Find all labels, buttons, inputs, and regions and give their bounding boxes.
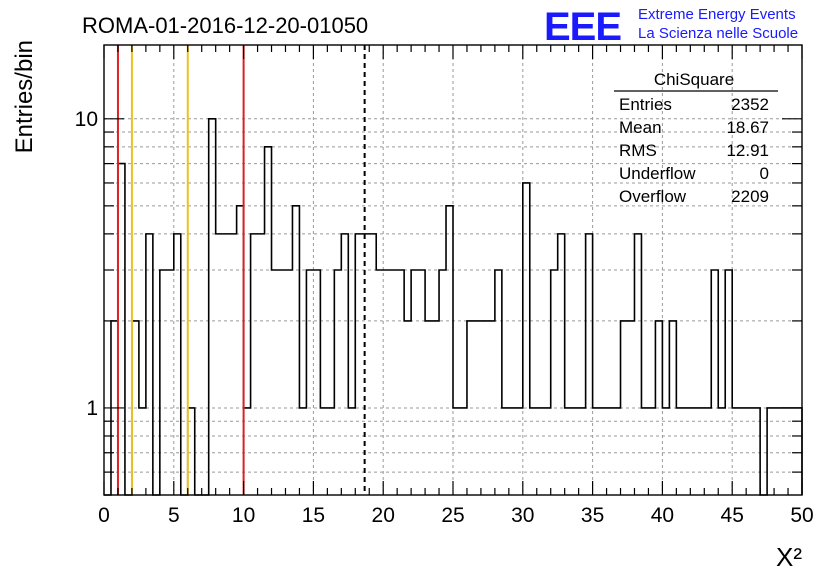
histogram-bin bbox=[160, 270, 167, 495]
reference-lines bbox=[116, 45, 366, 495]
x-tick-label: 35 bbox=[581, 504, 604, 527]
eee-logo: EEE Extreme Energy Events La Scienza nel… bbox=[544, 5, 798, 49]
histogram-bin bbox=[272, 270, 279, 495]
stats-label: Entries bbox=[619, 95, 672, 114]
x-tick-label: 0 bbox=[98, 504, 110, 527]
histogram-bin bbox=[418, 270, 425, 495]
histogram-bin bbox=[634, 234, 641, 495]
histogram-bin bbox=[341, 234, 348, 495]
histogram-outline bbox=[104, 118, 803, 496]
histogram-bin bbox=[376, 270, 383, 495]
eee-line1: Extreme Energy Events bbox=[638, 6, 796, 23]
x-tick-label: 5 bbox=[168, 504, 180, 527]
y-tick-label: 10 bbox=[75, 108, 98, 131]
stats-label: Underflow bbox=[619, 164, 696, 183]
histogram-bin bbox=[551, 270, 558, 495]
histogram-bin bbox=[237, 206, 244, 495]
histogram-bin bbox=[411, 270, 418, 495]
histogram-bin bbox=[285, 270, 292, 495]
histogram-bin bbox=[397, 270, 404, 495]
histogram-series bbox=[104, 118, 803, 496]
histogram-bin bbox=[369, 234, 376, 495]
histogram-bin bbox=[209, 119, 216, 495]
eee-line2: La Scienza nelle Scuole bbox=[638, 25, 798, 42]
stats-label: RMS bbox=[619, 141, 657, 160]
histogram-bin bbox=[167, 270, 174, 495]
x-tick-label: 25 bbox=[441, 504, 464, 527]
histogram-bin bbox=[223, 234, 230, 495]
stats-value: 18.67 bbox=[726, 118, 769, 137]
histogram-bin bbox=[362, 234, 369, 495]
stats-value: 2352 bbox=[731, 95, 769, 114]
histogram-bin bbox=[292, 206, 299, 495]
histogram-bin bbox=[279, 270, 286, 495]
histogram-bin bbox=[174, 234, 181, 495]
stats-label: Mean bbox=[619, 118, 662, 137]
y-axis-label: Entries/bin bbox=[11, 40, 38, 153]
histogram-bin bbox=[390, 270, 397, 495]
chart-title: ROMA-01-2016-12-20-01050 bbox=[82, 13, 368, 38]
histogram-bin bbox=[558, 234, 565, 495]
histogram-bin bbox=[258, 234, 265, 495]
x-tick-label: 40 bbox=[651, 504, 674, 527]
x-tick-label: 20 bbox=[372, 504, 395, 527]
stats-title: ChiSquare bbox=[654, 70, 734, 89]
x-tick-label: 10 bbox=[232, 504, 255, 527]
stats-rows: Entries 2352 Mean 18.67 RMS 12.91 Underflow 0 Ov… bbox=[619, 95, 769, 206]
histogram-bin bbox=[586, 234, 593, 495]
stats-value: 0 bbox=[760, 164, 769, 183]
histogram-bin bbox=[495, 270, 502, 495]
histogram-bin bbox=[313, 270, 320, 495]
histogram-bin bbox=[118, 164, 125, 495]
x-axis-label: X² bbox=[776, 542, 802, 572]
histogram-bin bbox=[216, 234, 223, 495]
histogram-bin bbox=[306, 270, 313, 495]
x-tick-label: 45 bbox=[721, 504, 744, 527]
histogram-bin bbox=[146, 234, 153, 495]
histogram-bin bbox=[725, 270, 732, 495]
histogram-bin bbox=[711, 270, 718, 495]
histogram-bin bbox=[383, 270, 390, 495]
histogram-bin bbox=[523, 183, 530, 495]
histogram-bin bbox=[439, 270, 446, 495]
stats-value: 12.91 bbox=[726, 141, 769, 160]
histogram-bin bbox=[230, 234, 237, 495]
histogram-bin bbox=[251, 234, 258, 495]
x-tick-label: 50 bbox=[790, 504, 813, 527]
stats-label: Overflow bbox=[619, 187, 687, 206]
x-tick-label: 15 bbox=[302, 504, 325, 527]
histogram-bin bbox=[334, 270, 341, 495]
histogram-bin bbox=[355, 234, 362, 495]
histogram-bin bbox=[446, 206, 453, 495]
x-tick-label: 30 bbox=[511, 504, 534, 527]
stats-value: 2209 bbox=[731, 187, 769, 206]
stats-box: ChiSquare Entries 2352 Mean 18.67 RMS 12.91 Un… bbox=[614, 70, 778, 206]
y-tick-label: 1 bbox=[86, 397, 98, 420]
axes: 0 5 10 15 20 25 30 35 40 45 50 1 10 bbox=[75, 44, 814, 527]
eee-logo-text: EEE bbox=[544, 5, 621, 49]
